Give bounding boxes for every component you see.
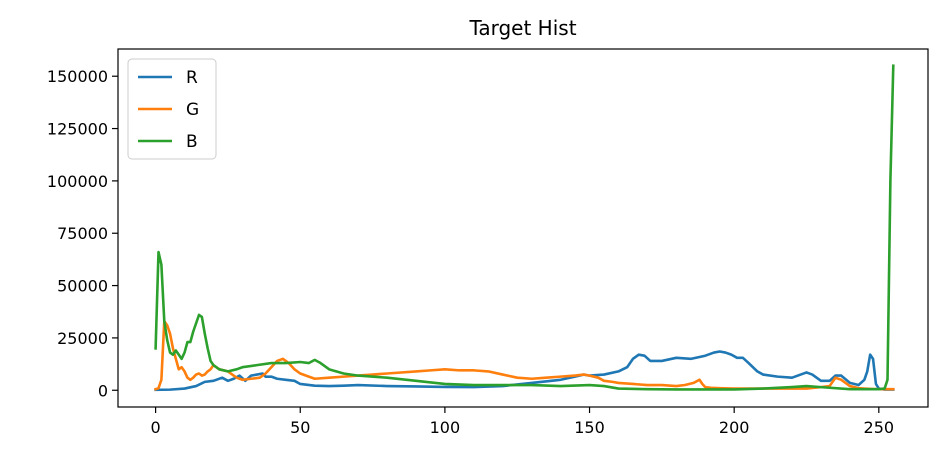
x-tick-label: 50 [290, 418, 310, 437]
legend-label-g: G [186, 100, 199, 120]
legend-label-b: B [186, 132, 198, 152]
y-tick-label: 50000 [57, 277, 108, 296]
y-tick-label: 25000 [57, 329, 108, 348]
x-tick-label: 200 [719, 418, 750, 437]
x-tick-label: 150 [574, 418, 605, 437]
x-tick-label: 100 [430, 418, 461, 437]
y-tick-label: 0 [98, 381, 108, 400]
series-line-r [154, 350, 895, 392]
legend: RGB [127, 58, 217, 160]
x-tick-label: 0 [151, 418, 161, 437]
chart-title: Target Hist [468, 16, 576, 40]
y-tick-label: 125000 [47, 120, 108, 139]
y-tick-label: 100000 [47, 172, 108, 191]
plot-area [153, 64, 895, 392]
y-tick-label: 75000 [57, 224, 108, 243]
axes-frame [117, 48, 929, 408]
x-tick-label: 250 [864, 418, 895, 437]
series-line-b [154, 64, 895, 391]
legend-label-r: R [186, 68, 198, 88]
axes: 0 50 100 150 200 250 0 25000 50000 75000 100000 125… [47, 48, 929, 437]
y-tick-label: 150000 [47, 67, 108, 86]
